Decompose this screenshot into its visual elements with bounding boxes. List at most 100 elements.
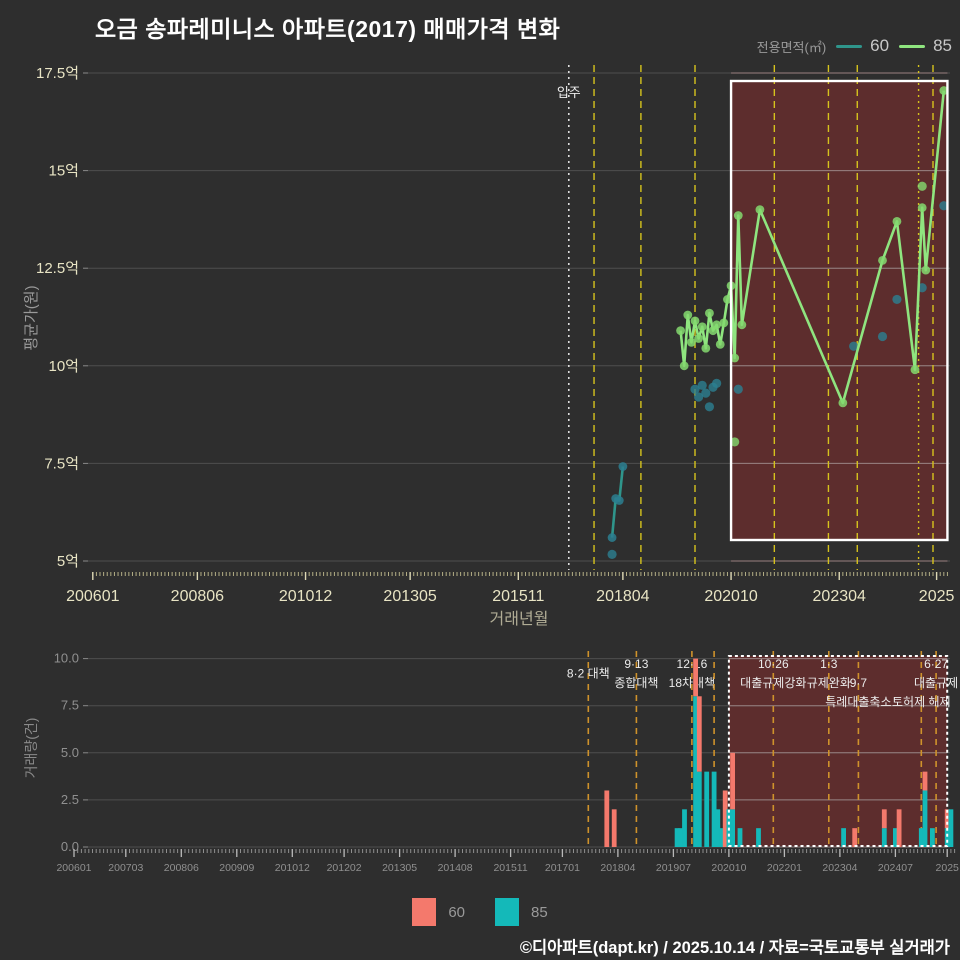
- volume-bar-85[interactable]: [693, 696, 698, 847]
- data-point-85[interactable]: [730, 353, 740, 363]
- highlight-box-fill: [731, 81, 948, 540]
- volume-bar-85[interactable]: [756, 828, 761, 847]
- line-swatch-60-icon: [836, 44, 863, 48]
- volume-bar-60[interactable]: [722, 790, 728, 847]
- x-tick-label: 201408: [438, 862, 473, 874]
- data-point-60[interactable]: [939, 201, 949, 211]
- data-point-85[interactable]: [917, 181, 927, 191]
- data-point-85[interactable]: [694, 334, 704, 343]
- data-point-85[interactable]: [723, 295, 732, 304]
- data-point-60[interactable]: [694, 392, 704, 402]
- x-tick-label: 201907: [656, 862, 691, 874]
- data-point-60[interactable]: [877, 331, 888, 342]
- policy-label: 대출규제: [914, 676, 958, 690]
- volume-bar-85[interactable]: [711, 771, 717, 847]
- legend-item-60[interactable]: 60: [836, 36, 889, 56]
- policy-label: 특례대출축소: [825, 695, 891, 709]
- data-point-85[interactable]: [679, 361, 689, 371]
- x-tick-label: 200909: [219, 862, 254, 874]
- volume-bar-85[interactable]: [704, 771, 710, 847]
- data-point-85[interactable]: [686, 337, 696, 347]
- volume-bar-60[interactable]: [944, 809, 950, 829]
- volume-bar-60[interactable]: [696, 696, 702, 772]
- volume-bar-85[interactable]: [696, 771, 702, 847]
- data-point-85[interactable]: [755, 205, 765, 215]
- policy-label: 9·13: [624, 657, 648, 671]
- data-point-85[interactable]: [730, 437, 740, 447]
- volume-bar-60[interactable]: [604, 790, 610, 847]
- source-credit: ©디아파트(dapt.kr) / 2025.10.14 / 자료=국토교통부 실…: [519, 939, 950, 957]
- x-tick-label: 200703: [108, 862, 143, 874]
- data-point-60[interactable]: [607, 533, 617, 542]
- volume-bar-85[interactable]: [715, 809, 721, 847]
- data-point-60[interactable]: [892, 294, 902, 305]
- y-tick-label: 10억: [49, 358, 80, 375]
- policy-label: 8·2 대책: [567, 666, 610, 681]
- legend-item-60[interactable]: 60: [412, 898, 465, 926]
- data-point-85[interactable]: [878, 255, 887, 265]
- data-point-85[interactable]: [712, 320, 722, 330]
- data-point-85[interactable]: [733, 211, 743, 220]
- data-point-60[interactable]: [614, 496, 624, 505]
- volume-bar-60[interactable]: [922, 771, 928, 791]
- data-point-85[interactable]: [892, 216, 902, 226]
- volume-bar-60[interactable]: [881, 809, 887, 829]
- volume-bar-85[interactable]: [737, 828, 743, 847]
- legend-item-60-label: 60: [870, 36, 890, 55]
- volume-bar-85[interactable]: [730, 809, 735, 847]
- policy-label: 토허제 해제: [892, 695, 951, 709]
- page-title: 오금 송파레미니스 아파트(2017) 매매가격 변화: [95, 16, 561, 42]
- data-point-85[interactable]: [676, 326, 685, 336]
- data-point-60[interactable]: [618, 462, 628, 471]
- volume-bar-85[interactable]: [881, 828, 887, 847]
- data-point-60[interactable]: [701, 388, 711, 398]
- data-point-85[interactable]: [917, 203, 927, 213]
- data-point-85[interactable]: [690, 316, 700, 326]
- volume-bar-60[interactable]: [693, 658, 698, 697]
- data-point-85[interactable]: [701, 343, 711, 353]
- data-point-85[interactable]: [737, 320, 747, 330]
- legend-item-85[interactable]: 85: [899, 36, 952, 56]
- y-tick-label: 12.5억: [36, 260, 79, 277]
- volume-bar-60[interactable]: [611, 809, 617, 847]
- volume-bar-85[interactable]: [841, 828, 846, 847]
- x-tick-label: 200601: [66, 588, 119, 605]
- volume-bar-85[interactable]: [922, 790, 928, 847]
- volume-bar-85[interactable]: [948, 809, 954, 847]
- data-point-85[interactable]: [715, 339, 725, 349]
- volume-bar-60[interactable]: [896, 809, 902, 847]
- volume-bar-85[interactable]: [930, 828, 935, 847]
- data-point-85[interactable]: [921, 265, 931, 275]
- data-point-85[interactable]: [939, 86, 949, 95]
- volume-bar-60[interactable]: [852, 828, 858, 847]
- line-swatch-85-icon: [899, 44, 926, 48]
- data-point-85[interactable]: [697, 322, 707, 332]
- x-tick-label: 2025: [919, 588, 955, 605]
- data-point-85[interactable]: [910, 365, 920, 375]
- x-tick-label: 201511: [493, 862, 527, 874]
- data-point-60[interactable]: [690, 384, 700, 394]
- data-point-60[interactable]: [849, 341, 859, 351]
- data-point-60[interactable]: [697, 380, 707, 390]
- volume-bar-85[interactable]: [719, 828, 724, 847]
- volume-bar-85[interactable]: [678, 828, 684, 847]
- policy-label: 9·7: [850, 676, 868, 690]
- data-point-85[interactable]: [705, 308, 714, 318]
- volume-bar-85[interactable]: [944, 828, 950, 847]
- volume-bar-85[interactable]: [682, 809, 687, 847]
- data-point-85[interactable]: [719, 318, 729, 328]
- volume-bar-85[interactable]: [918, 828, 924, 847]
- data-point-60[interactable]: [712, 378, 722, 388]
- data-point-85[interactable]: [838, 398, 848, 408]
- legend-item-85[interactable]: 85: [495, 898, 548, 926]
- volume-bar-85[interactable]: [674, 828, 680, 847]
- volume-bar-60[interactable]: [730, 752, 735, 810]
- data-point-85[interactable]: [683, 310, 693, 320]
- volume-bar-85[interactable]: [893, 828, 898, 847]
- data-point-60[interactable]: [704, 402, 715, 412]
- data-point-60[interactable]: [607, 549, 617, 559]
- y-tick-label: 0.0: [61, 839, 79, 854]
- x-tick-label: 201012: [275, 862, 310, 874]
- data-point-60[interactable]: [733, 384, 743, 394]
